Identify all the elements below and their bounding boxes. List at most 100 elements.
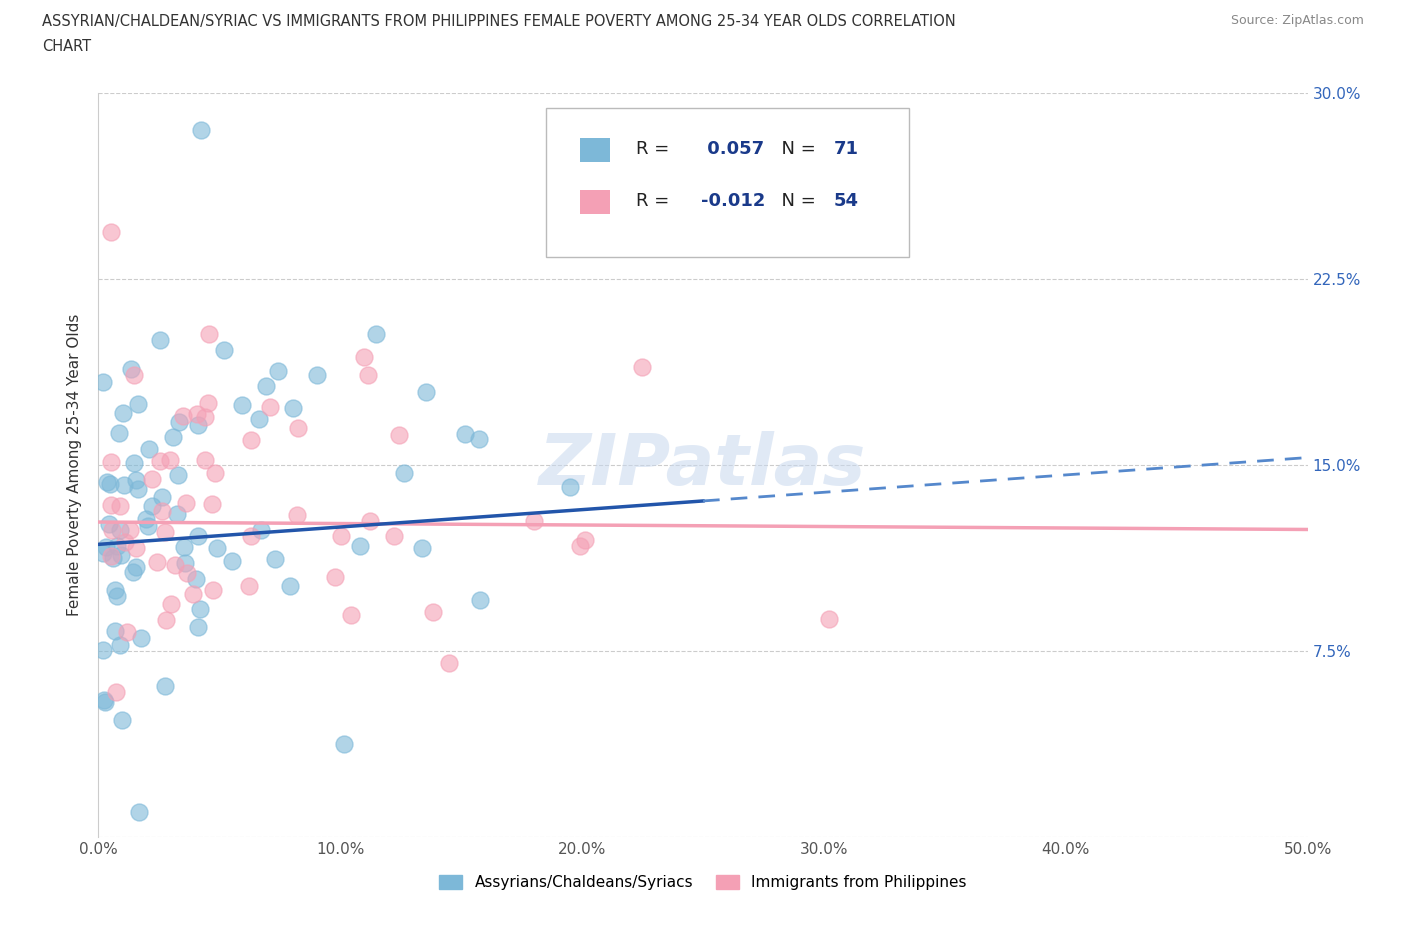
Point — [330, 529, 353, 544]
Text: 71: 71 — [834, 140, 859, 158]
Point — [349, 538, 371, 553]
Point — [437, 656, 460, 671]
Point — [146, 555, 169, 570]
Point — [172, 408, 194, 423]
Text: -0.012: -0.012 — [700, 192, 765, 210]
Point — [280, 578, 302, 593]
Point — [249, 523, 271, 538]
Point — [238, 578, 260, 593]
Point — [100, 548, 122, 563]
Point — [467, 432, 489, 446]
Point — [163, 557, 186, 572]
Point — [817, 612, 839, 627]
Point — [198, 326, 221, 341]
Point — [149, 454, 172, 469]
Point — [114, 535, 136, 550]
Point — [184, 571, 207, 586]
Point — [112, 478, 135, 493]
Point — [127, 482, 149, 497]
Point — [422, 604, 444, 619]
Point — [166, 507, 188, 522]
Point — [122, 565, 145, 579]
Point — [631, 360, 654, 375]
Point — [91, 375, 114, 390]
Point — [382, 529, 405, 544]
Point — [120, 523, 142, 538]
Point — [187, 620, 209, 635]
Point — [122, 367, 145, 382]
Point — [120, 361, 142, 376]
Point — [201, 497, 224, 512]
Point — [523, 513, 546, 528]
Point — [94, 540, 117, 555]
Point — [155, 612, 177, 627]
FancyBboxPatch shape — [579, 190, 610, 214]
Point — [117, 625, 139, 640]
Text: R =: R = — [637, 140, 675, 158]
Point — [167, 468, 190, 483]
Point — [110, 637, 132, 652]
Point — [281, 401, 304, 416]
Point — [193, 409, 215, 424]
Point — [353, 350, 375, 365]
Point — [574, 532, 596, 547]
Point — [93, 693, 115, 708]
Point — [240, 528, 263, 543]
Point — [98, 477, 121, 492]
Point — [364, 326, 387, 341]
Y-axis label: Female Poverty Among 25-34 Year Olds: Female Poverty Among 25-34 Year Olds — [67, 313, 83, 617]
Point — [569, 538, 592, 553]
Point — [105, 588, 128, 603]
Point — [415, 384, 437, 399]
Point — [97, 517, 120, 532]
Point — [197, 395, 219, 410]
Point — [110, 498, 132, 513]
Point — [411, 541, 433, 556]
Point — [105, 684, 128, 699]
Point — [221, 553, 243, 568]
Point — [267, 364, 290, 379]
Text: CHART: CHART — [42, 39, 91, 54]
Point — [136, 519, 159, 534]
Text: 0.057: 0.057 — [700, 140, 763, 158]
Point — [307, 367, 329, 382]
Point — [100, 498, 122, 512]
Point — [340, 607, 363, 622]
Point — [359, 513, 381, 528]
Point — [212, 342, 235, 357]
Point — [263, 551, 285, 566]
Point — [249, 411, 271, 426]
Point — [141, 472, 163, 486]
Point — [205, 541, 228, 556]
Point — [323, 569, 346, 584]
Point — [124, 456, 146, 471]
Point — [231, 398, 253, 413]
Point — [173, 539, 195, 554]
Point — [174, 495, 197, 510]
Point — [190, 123, 212, 138]
Point — [94, 695, 117, 710]
Point — [135, 512, 157, 526]
Point — [169, 414, 191, 429]
Point — [155, 525, 177, 539]
Point — [110, 548, 132, 563]
Point — [127, 396, 149, 411]
Point — [356, 368, 378, 383]
Text: 54: 54 — [834, 192, 859, 210]
Point — [91, 546, 114, 561]
Point — [173, 556, 195, 571]
FancyBboxPatch shape — [546, 108, 908, 257]
Point — [201, 583, 224, 598]
Point — [558, 480, 581, 495]
Point — [259, 400, 281, 415]
Point — [111, 405, 134, 420]
Point — [287, 420, 309, 435]
Point — [101, 523, 124, 538]
Point — [96, 474, 118, 489]
Point — [194, 453, 217, 468]
Point — [181, 587, 204, 602]
Point — [176, 565, 198, 580]
Point — [188, 602, 211, 617]
Point — [160, 597, 183, 612]
Point — [254, 379, 277, 393]
